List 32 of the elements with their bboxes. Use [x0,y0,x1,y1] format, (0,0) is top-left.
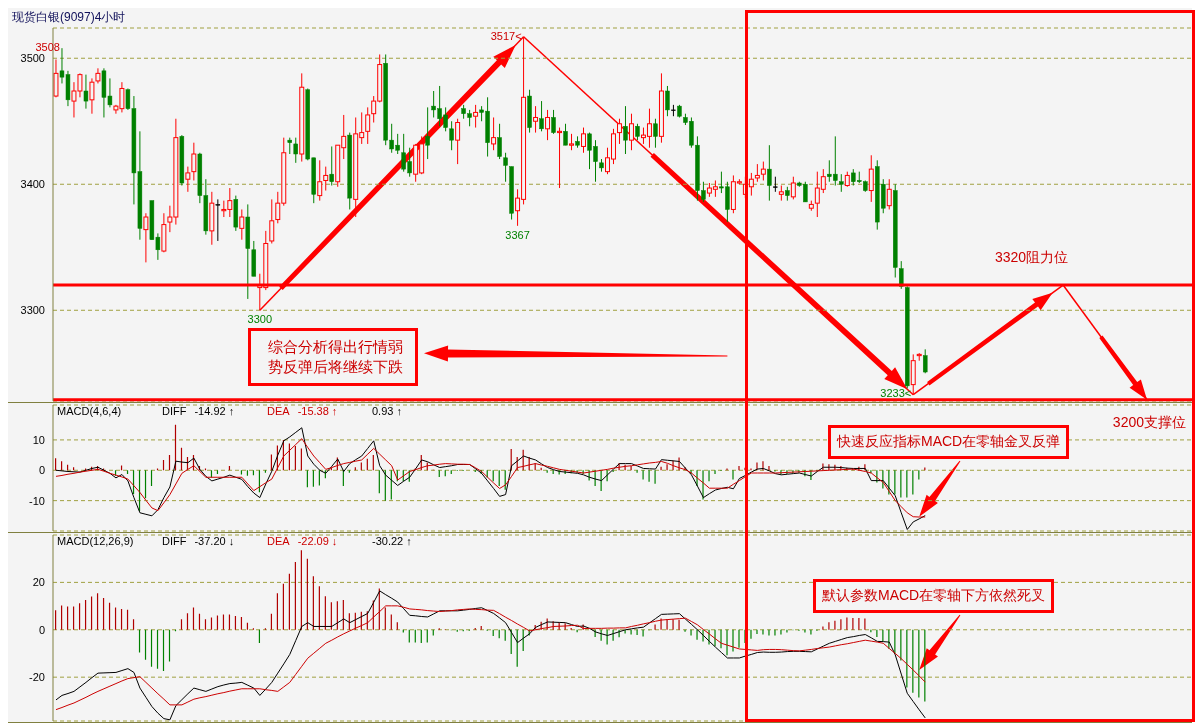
annotation: 综合分析得出行情弱势反弹后将继续下跌 [248,327,418,386]
chart-title: MACD(12,26,9) [57,534,135,548]
annotation: 快速反应指标MACD在零轴金叉反弹 [828,425,1070,459]
y-tick-label: 3300 [20,304,45,317]
text: DEA [267,535,290,547]
annotation: 3233< [880,386,912,399]
y-tick-label: 3400 [20,178,45,191]
ref-line-label: 3200支撑位 [1112,413,1186,432]
text: DIFF [162,405,187,417]
y-tick-label: -10 [29,494,45,507]
annotation: -30.22 ↑ [372,534,413,548]
y-tick-label: 10 [32,433,45,446]
text: DEA [267,405,290,417]
annotation: -37.20 ↓ [194,535,235,547]
annotation: -22.09 ↓ [297,535,338,547]
annotation: 3367 [505,228,530,241]
y-tick-label: 20 [32,576,45,589]
y-tick-label: -20 [29,671,45,684]
text: DIFF [162,535,187,547]
annotation: -14.92 ↑ [194,405,235,417]
y-tick-label: 0 [38,464,45,477]
ref-line-label: 3320阻力位 [995,249,1069,268]
chart-title: MACD(4,6,4) [57,404,123,418]
annotation: 3508 [35,41,60,54]
annotation: 3300 [247,313,273,326]
annotation: 0.93 ↑ [372,404,403,418]
y-tick-label: 3500 [20,52,45,65]
annotation: 3517< [490,29,522,42]
chart-title: 现货白银(9097)4小时 [11,9,127,26]
annotation: -15.38 ↑ [297,405,338,417]
annotation: 默认参数MACD在零轴下方依然死叉 [813,579,1055,613]
y-tick-label: 0 [38,623,45,636]
